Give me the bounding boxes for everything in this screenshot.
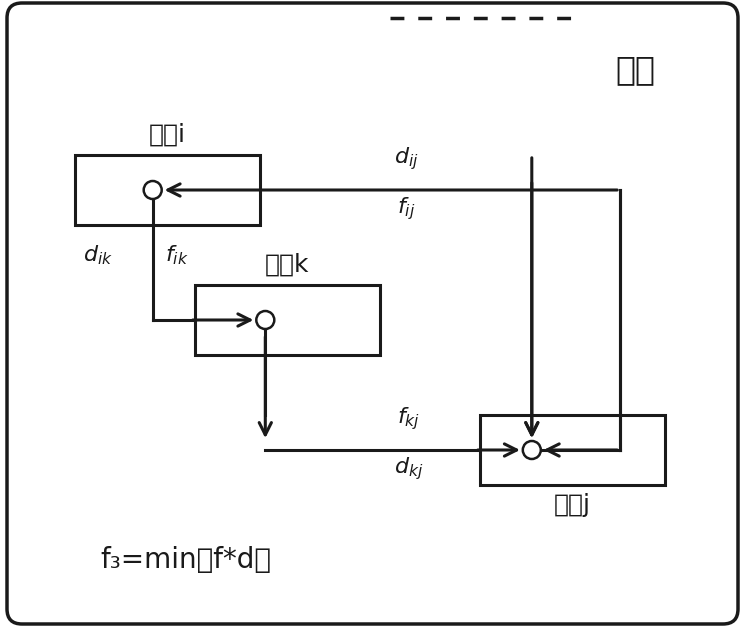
Text: $d_{ij}$: $d_{ij}$ bbox=[394, 145, 419, 172]
Text: $d_{kj}$: $d_{kj}$ bbox=[394, 455, 423, 482]
Text: $f_{kj}$: $f_{kj}$ bbox=[397, 405, 420, 432]
Text: 设施k: 设施k bbox=[265, 253, 310, 277]
FancyBboxPatch shape bbox=[7, 3, 738, 624]
Text: $f_{ik}$: $f_{ik}$ bbox=[165, 243, 188, 267]
Text: 设施i: 设施i bbox=[149, 123, 186, 147]
Bar bbox=[195, 285, 380, 355]
Text: $f_{ij}$: $f_{ij}$ bbox=[397, 195, 416, 222]
Bar bbox=[480, 415, 665, 485]
Circle shape bbox=[144, 181, 162, 199]
Circle shape bbox=[256, 311, 274, 329]
Text: $d_{ik}$: $d_{ik}$ bbox=[83, 243, 112, 267]
Circle shape bbox=[523, 441, 541, 459]
Text: f₃=min（f*d）: f₃=min（f*d） bbox=[100, 546, 271, 574]
Text: 设施j: 设施j bbox=[554, 493, 591, 517]
Text: 大门: 大门 bbox=[615, 53, 655, 87]
Bar bbox=[75, 155, 260, 225]
